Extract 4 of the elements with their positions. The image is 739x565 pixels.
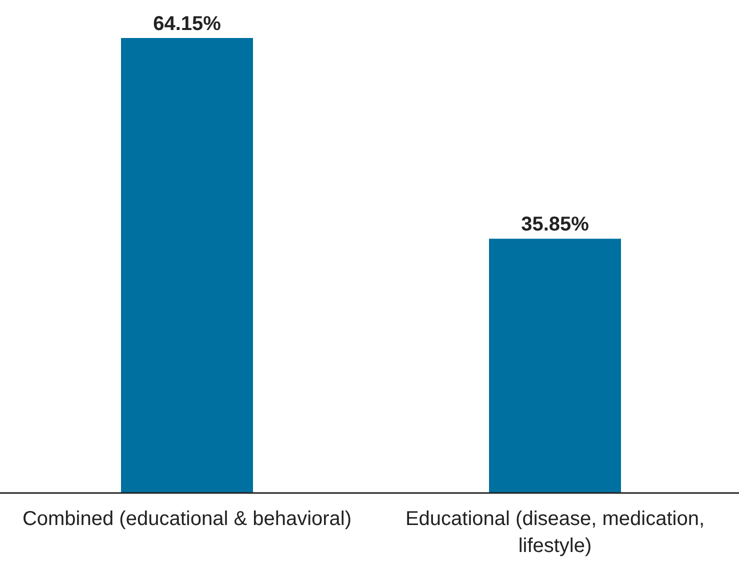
x-tick-label: Combined (educational & behavioral): [22, 508, 352, 530]
data-label: 35.85%: [521, 214, 590, 236]
x-tick-label: Educational (disease, medication, lifestyle): [405, 508, 705, 557]
data-label: 64.15%: [153, 13, 222, 35]
